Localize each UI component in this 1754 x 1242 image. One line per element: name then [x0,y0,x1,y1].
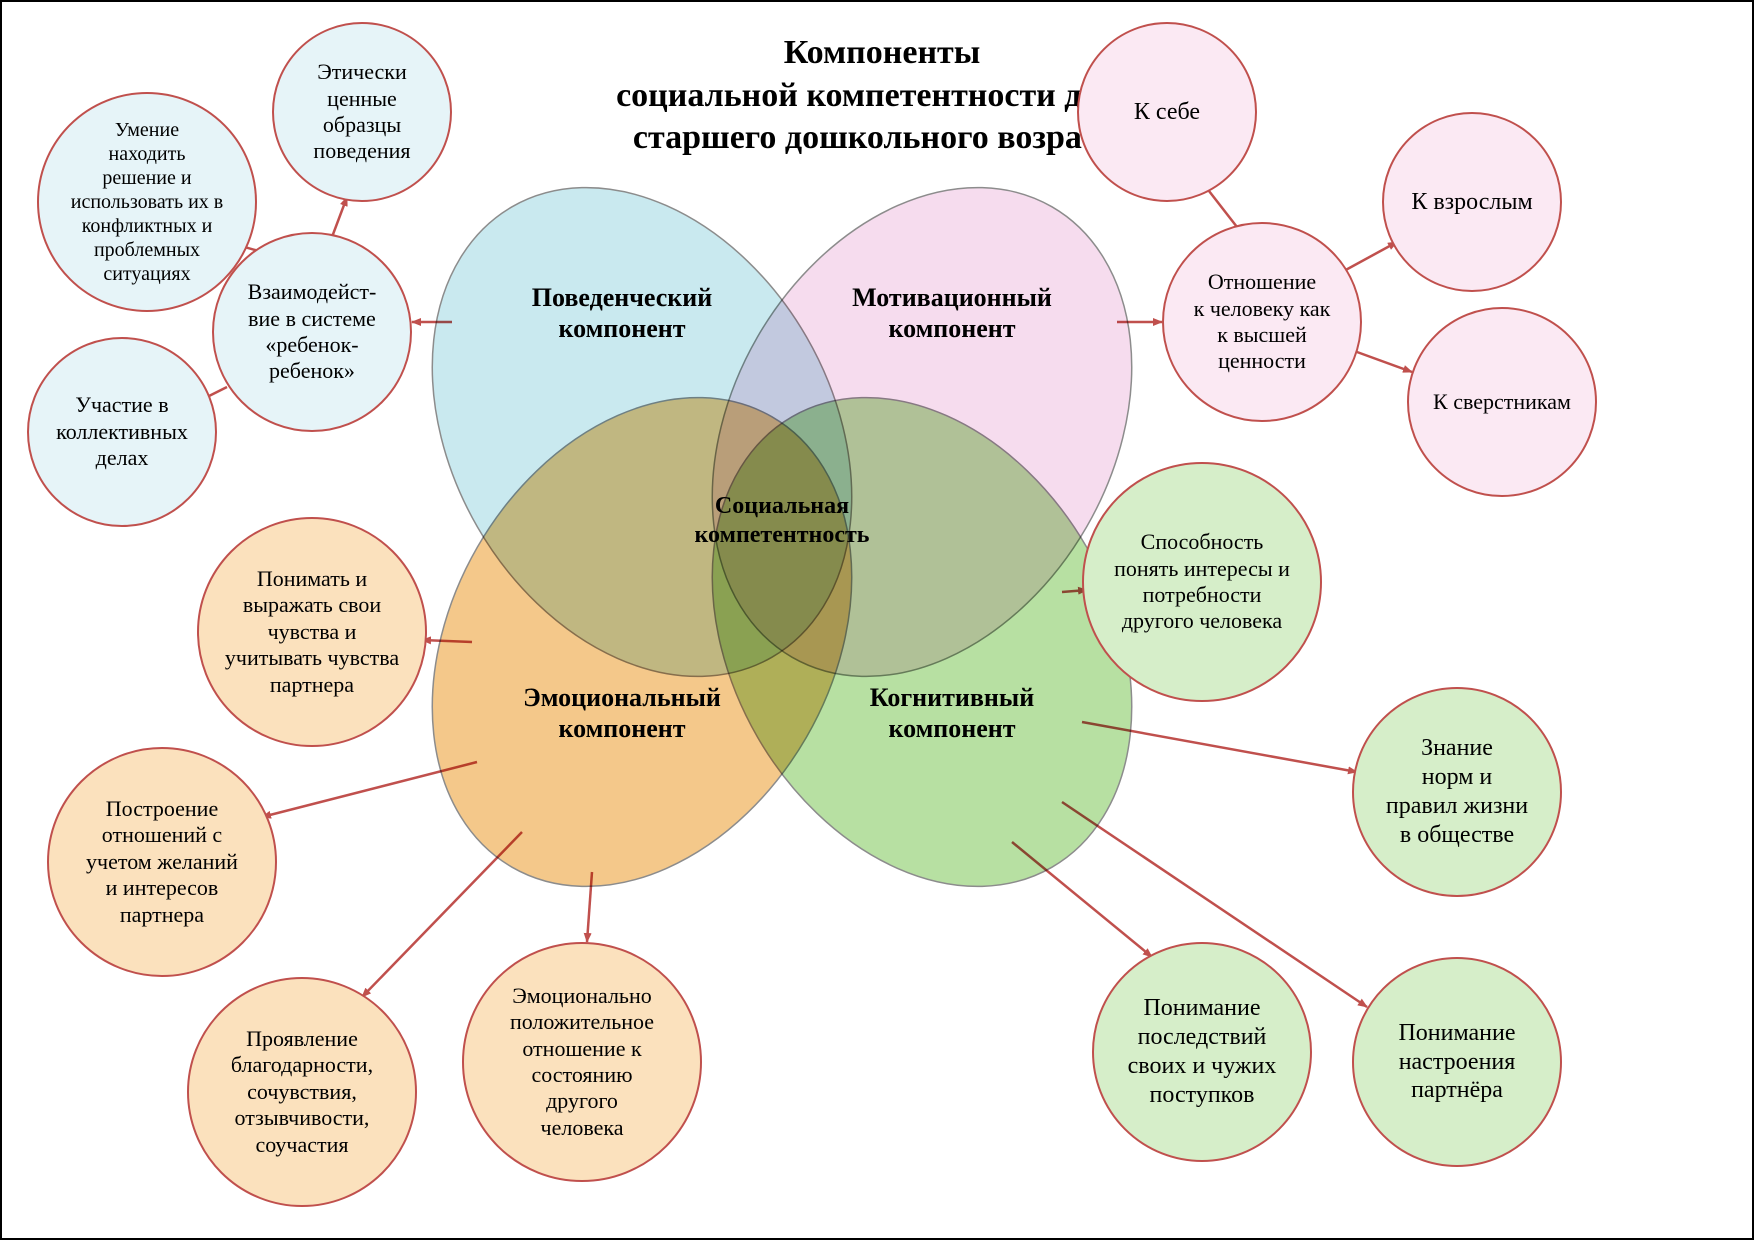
petal-label-behavioral: Поведенческий компонент [502,282,742,344]
motivational-node-2: К сверстникам [1407,307,1597,497]
emotional-node-3: Эмоционально положительное отношение к с… [462,942,702,1182]
emotional-node-2: Проявление благодарности, сочувствия, от… [187,977,417,1207]
petal-emotional [347,322,936,962]
behavioral-node-1: Этически ценные образцы поведения [272,22,452,202]
center-label: Социальная компетентность [662,492,902,550]
motivational-node-0: К себе [1077,22,1257,202]
petal-behavioral [347,112,936,752]
diagram-canvas: Компоненты социальной компетентности дет… [0,0,1754,1240]
emotional-node-1: Построение отношений с учетом желаний и … [47,747,277,977]
behavioral-node-0: Умение находить решение и использовать и… [37,92,257,312]
behavioral-node-2: Участие в коллективных делах [27,337,217,527]
motivational-hub-node: Отношение к человеку как к высшей ценнос… [1162,222,1362,422]
cognitive-node-1: Знание норм и правил жизни в обществе [1352,687,1562,897]
cognitive-node-0: Способность понять интересы и потребност… [1082,462,1322,702]
cognitive-node-2: Понимание последствий своих и чужих пост… [1092,942,1312,1162]
petal-label-motivational: Мотивационный компонент [832,282,1072,344]
motivational-node-1: К взрослым [1382,112,1562,292]
petal-label-emotional: Эмоциональный компонент [502,682,742,744]
petal-label-cognitive: Когнитивный компонент [832,682,1072,744]
emotional-node-0: Понимать и выражать свои чувства и учиты… [197,517,427,747]
behavioral-hub-node: Взаимодейст- вие в системе «ребенок- реб… [212,232,412,432]
cognitive-node-3: Понимание настроения партнёра [1352,957,1562,1167]
